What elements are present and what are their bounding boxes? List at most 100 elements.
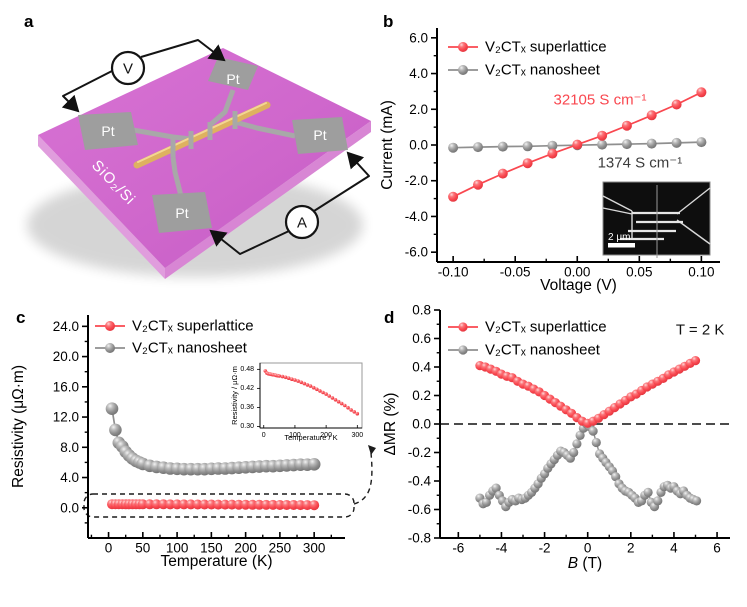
y-tick-label: 0.0 — [60, 500, 79, 515]
data-point-red — [646, 110, 657, 121]
sem-inset-image: 2 μm — [602, 181, 711, 258]
legend-entry-label: V₂CTₓ nanosheet — [132, 340, 248, 357]
electrode-pad-bottom — [152, 192, 212, 233]
x-tick-label: 0 — [105, 541, 113, 556]
data-point-gray — [572, 439, 582, 449]
data-point-gray — [692, 496, 702, 506]
nanowire-highlight — [137, 102, 267, 163]
y-tick-label: -0.6 — [408, 502, 431, 517]
panel-label-a: a — [24, 12, 34, 31]
data-point-red — [302, 500, 313, 511]
data-point-red — [448, 191, 459, 202]
data-point-red — [333, 398, 338, 402]
device-schematic: SiO₂/Si Pt Pt Pt Pt — [27, 39, 371, 279]
y-tick-label: 0.0 — [412, 417, 431, 432]
legend-marker-point — [105, 343, 115, 353]
x-tick-label: 0 — [262, 432, 266, 439]
y-tick-label: 20.0 — [53, 349, 79, 364]
data-point-red — [572, 139, 583, 150]
x-tick-label: 0.10 — [688, 265, 714, 280]
y-tick-label: -0.8 — [408, 531, 431, 546]
y-tick-label: 0.0 — [409, 138, 428, 153]
data-point-red — [268, 499, 278, 510]
data-point-red — [497, 168, 508, 179]
data-point-red — [280, 374, 285, 379]
data-point-red — [324, 392, 328, 396]
y-tick-label: -0.4 — [408, 474, 432, 489]
legend-marker-point — [105, 321, 115, 331]
data-point-red — [293, 378, 297, 382]
y-axis-label: Current (mA) — [379, 100, 396, 190]
chart-iv-curves: 2 μm -0.10 -0.05 0.00 0.05 0.106.04.02.00.0-… — [379, 28, 720, 294]
data-point-red — [343, 403, 347, 408]
y-tick-label: -2.0 — [405, 173, 428, 188]
data-point-red — [299, 380, 303, 385]
data-point-gray — [696, 137, 707, 148]
series-line-red — [479, 359, 696, 425]
data-point-red — [346, 405, 350, 410]
chart-resistivity-temperature: 0 50 100 150 200 250 300 24.0 20.0 16.0 12.0 8.0 4.0… — [10, 315, 376, 570]
x-axis-label: Temperature (K) — [161, 553, 273, 570]
data-point-red — [213, 499, 224, 510]
chart-c_inset: 0 100 200 300 0.48 0.42 0.36 0.30 Temperature / … — [230, 362, 363, 442]
x-tick-label: -6 — [452, 541, 464, 556]
x-tick-label: 200 — [234, 541, 257, 556]
data-point-gray — [643, 487, 653, 497]
data-point-red — [281, 500, 292, 510]
electrode-leads — [132, 89, 296, 197]
y-tick-label: 24.0 — [53, 319, 79, 334]
y-tick-label: -6.0 — [405, 245, 428, 260]
y-tick-label: -4.0 — [405, 209, 428, 224]
data-point-red — [321, 390, 325, 395]
substrate-side-left — [38, 135, 165, 279]
y-tick-label: 0.2 — [412, 388, 431, 403]
data-point-red — [318, 389, 322, 393]
data-point-red — [671, 99, 682, 110]
data-point-gray — [109, 423, 122, 437]
annotation-text: 32105 S cm⁻¹ — [554, 92, 647, 109]
data-point-gray — [105, 402, 119, 415]
y-tick-label: 0.4 — [412, 360, 431, 375]
data-point-red — [305, 383, 310, 387]
legend-marker-point — [458, 42, 468, 52]
legend-marker-point — [458, 322, 468, 332]
data-point-gray — [522, 141, 533, 152]
chart-magnetoresistance: -6 -4 -2 0 2 4 6 0.8 0.6 0.4 0.2 0.0 -0.2 -0.4 -0.6 -0.… — [382, 303, 730, 572]
chart-c: 0 50 100 150 200 250 300 24.0 20.0 16.0 12.0 8.0 4.0… — [10, 315, 376, 570]
y-tick-label: 4.0 — [409, 66, 428, 81]
x-tick-label: 0.05 — [626, 265, 652, 280]
electrode-pad-left — [78, 112, 138, 150]
chart-resistivity-inset: 0 100 200 300 0.48 0.42 0.36 0.30 Temperature / … — [230, 356, 368, 450]
x-tick-label: -0.10 — [438, 265, 469, 280]
data-point-red — [137, 499, 148, 510]
data-point-red — [621, 120, 632, 131]
data-point-red — [286, 376, 291, 380]
y-tick-label: 6.0 — [409, 30, 428, 45]
data-point-red — [254, 499, 265, 510]
data-point-red — [330, 396, 335, 400]
data-point-gray — [597, 139, 608, 150]
pt-label-left: Pt — [101, 123, 114, 139]
legend-entry-label: V₂CTₓ superlattice — [132, 318, 254, 335]
data-point-gray — [569, 447, 579, 458]
data-point-gray — [547, 140, 558, 151]
nanowire — [133, 101, 271, 169]
x-tick-label: 50 — [135, 541, 150, 556]
y-tick-label: 0.48 — [240, 366, 254, 373]
data-point-gray — [497, 141, 508, 152]
data-point-red — [336, 399, 341, 404]
data-point-red — [309, 500, 320, 511]
x-axis-label: Voltage (V) — [540, 277, 617, 294]
y-axis-label: ΔMR (%) — [382, 393, 399, 456]
x-tick-label: 4 — [670, 541, 678, 556]
x-tick-label: 250 — [269, 541, 292, 556]
y-tick-label: 4.0 — [60, 470, 79, 485]
data-point-red — [352, 410, 356, 414]
contact-clamps — [170, 111, 238, 157]
data-point-red — [178, 499, 189, 510]
data-point-red — [473, 179, 483, 190]
data-point-gray — [671, 137, 682, 148]
data-point-red — [277, 374, 282, 378]
electrode-pad-right — [292, 117, 348, 154]
